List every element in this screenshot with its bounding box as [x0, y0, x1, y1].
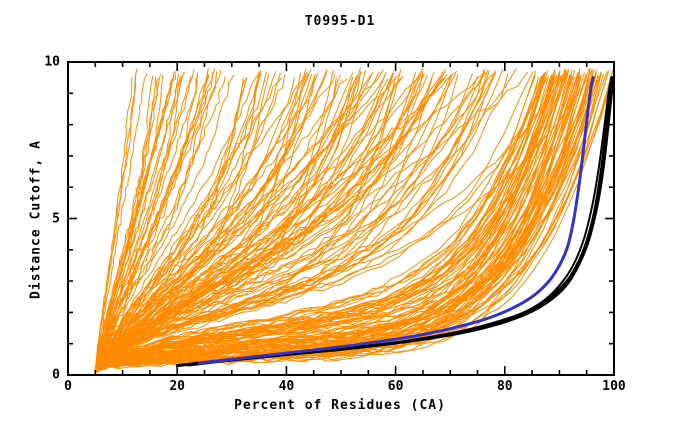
- y-tick-label: 0: [52, 367, 60, 383]
- x-tick-label: 100: [602, 379, 626, 394]
- y-tick-label: 10: [44, 54, 60, 70]
- x-axis-title: Percent of Residues (CA): [234, 398, 446, 413]
- page-title: T0995-D1: [304, 14, 376, 29]
- series-best-model-black-3: [285, 76, 613, 355]
- curve-layer: [94, 67, 614, 375]
- x-tick-label: 60: [387, 379, 404, 394]
- x-tick-label: 20: [169, 379, 186, 394]
- x-tick-label: 80: [496, 379, 513, 394]
- axis-frame: [67, 61, 615, 376]
- x-tick-label: 0: [64, 379, 72, 394]
- y-tick-label: 5: [52, 211, 60, 226]
- series-best-model-black-2: [186, 76, 614, 367]
- x-tick-label: 40: [278, 379, 295, 394]
- series-reference-model-blue: [197, 76, 595, 365]
